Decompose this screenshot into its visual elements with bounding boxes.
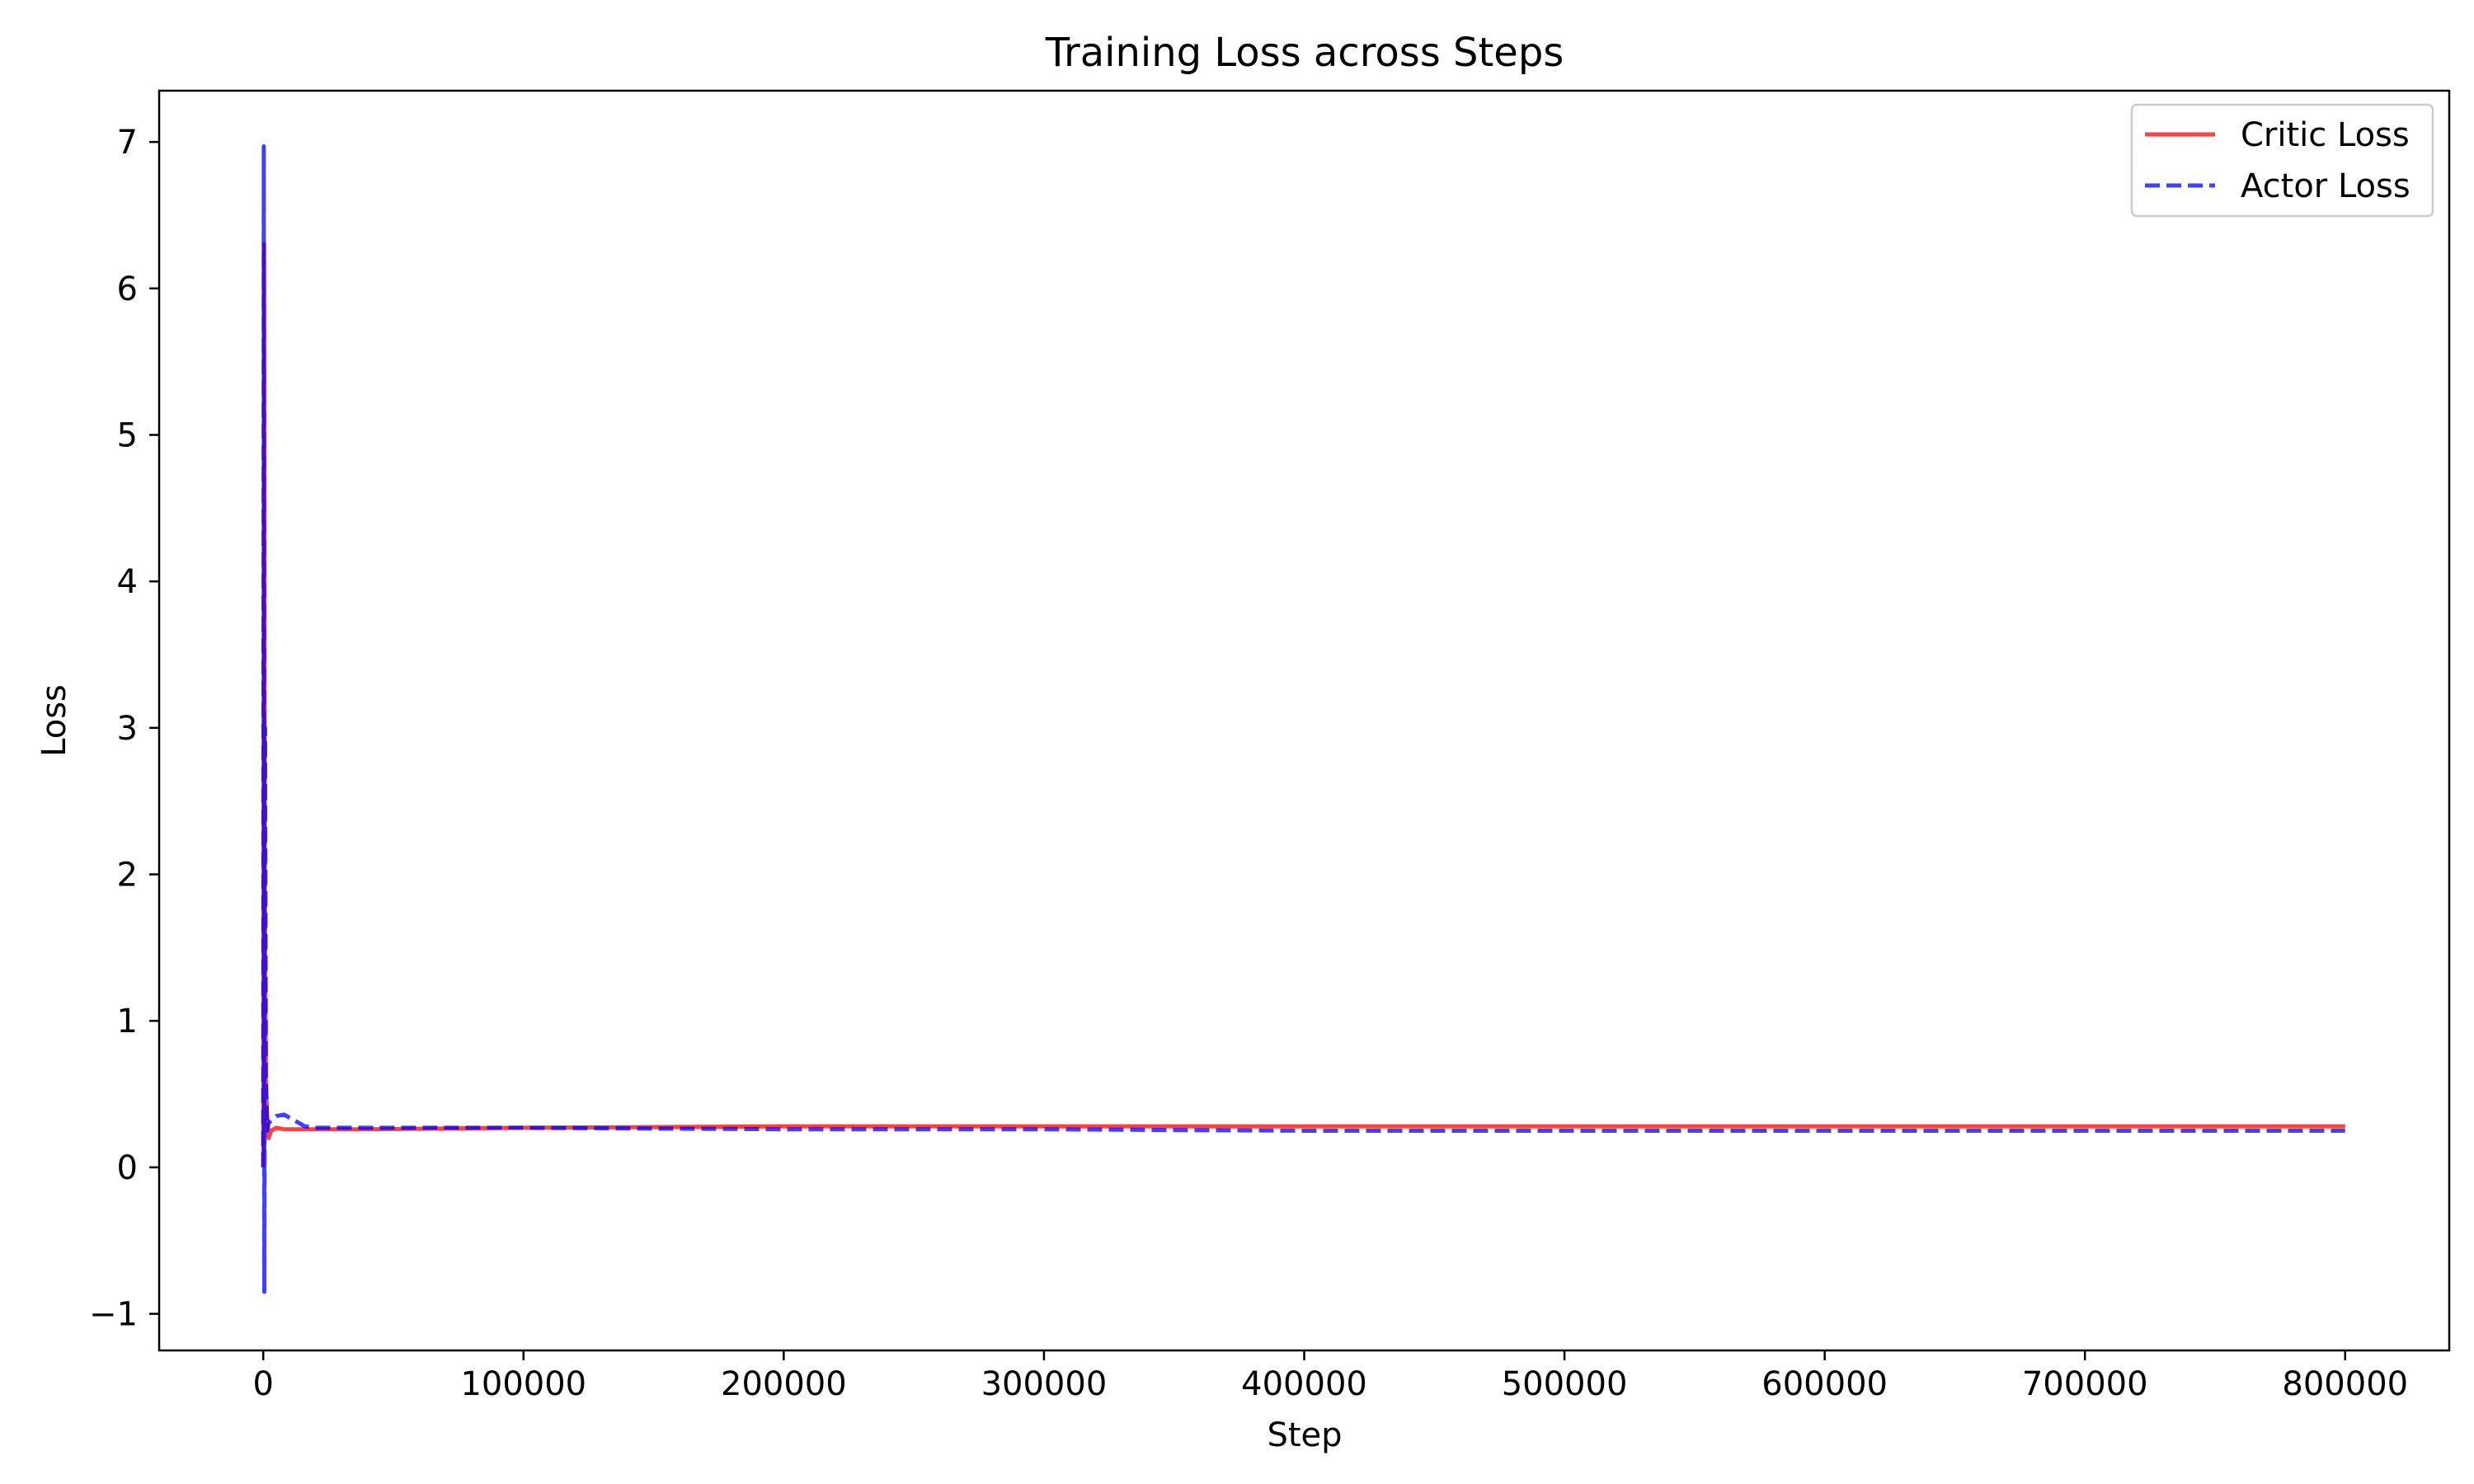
x-tick-label-2: 200000	[721, 1365, 847, 1403]
y-tick-label-0: −1	[89, 1296, 138, 1334]
x-tick-label-8: 800000	[2282, 1365, 2408, 1403]
x-tick-label-4: 400000	[1241, 1365, 1367, 1403]
x-tick-label-6: 600000	[1761, 1365, 1888, 1403]
x-tick-label-7: 700000	[2022, 1365, 2148, 1403]
chart-title: Training Loss across Steps	[1045, 30, 1564, 76]
y-axis-label: Loss	[35, 684, 73, 757]
x-tick-label-3: 300000	[981, 1365, 1108, 1403]
x-tick-label-5: 500000	[1502, 1365, 1628, 1403]
y-tick-label-7: 6	[117, 270, 138, 308]
y-tick-label-3: 2	[117, 857, 138, 895]
y-tick-label-4: 3	[117, 710, 138, 748]
legend: Critic Loss Actor Loss	[2130, 103, 2434, 218]
y-tick-label-1: 0	[117, 1149, 138, 1187]
y-tick-label-2: 1	[117, 1003, 138, 1040]
y-axis: −1 0 1 2 3 4 5 6 7	[89, 124, 159, 1334]
y-tick-label-6: 5	[117, 417, 138, 455]
y-tick-label-5: 4	[117, 563, 138, 601]
y-tick-label-8: 7	[117, 124, 138, 162]
series-layer	[261, 144, 2345, 1294]
x-axis: 0 100000 200000 300000 400000 500000 600000 700…	[253, 1350, 2408, 1403]
x-axis-label: Step	[1267, 1416, 1342, 1454]
legend-label-critic-loss: Critic Loss	[2241, 116, 2410, 154]
series-line-actor-loss	[261, 144, 2345, 1294]
legend-label-actor-loss: Actor Loss	[2241, 167, 2411, 205]
x-tick-label-0: 0	[253, 1365, 274, 1403]
x-tick-label-1: 100000	[460, 1365, 586, 1403]
